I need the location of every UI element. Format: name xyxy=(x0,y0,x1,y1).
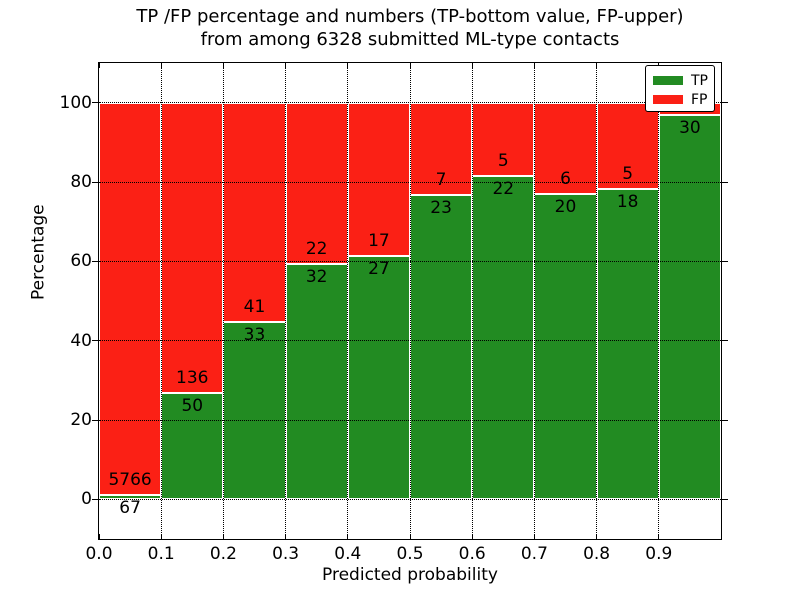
legend-label-tp: TP xyxy=(691,72,708,89)
fp-count-label-2: 41 xyxy=(243,297,266,318)
tp-count-label-9: 30 xyxy=(679,118,701,139)
bar-segment-fp-3 xyxy=(285,102,348,265)
xtick-bottom-0.3 xyxy=(285,534,287,539)
tp-count-label-6: 22 xyxy=(492,179,515,200)
ytick-right-60 xyxy=(722,260,728,262)
ytick-right-100 xyxy=(722,102,728,104)
bar-segment-fp-7 xyxy=(534,102,597,195)
tp-count-label-4: 27 xyxy=(368,258,390,279)
bar-segment-tp-9 xyxy=(658,115,721,500)
xtick-top-0.7 xyxy=(533,63,535,68)
plot-area: 5766 67 136 50 41 33 22 32 17 27 7 23 5 22 6 20 5 18 30 xyxy=(92,62,728,540)
bar-segment-tp-3 xyxy=(285,264,348,500)
legend-label-fp: FP xyxy=(691,91,708,108)
xtick-bottom-0.9 xyxy=(658,534,660,539)
bar-segment-fp-0 xyxy=(99,102,162,495)
fp-count-label-6: 5 xyxy=(497,151,509,172)
chart-title-line1: TP /FP percentage and numbers (TP-bottom… xyxy=(136,6,684,27)
xtick-bottom-0.2 xyxy=(222,534,224,539)
xtick-bottom-0.8 xyxy=(596,534,598,539)
bar-segment-fp-6 xyxy=(472,102,535,177)
bar-segment-tp-5 xyxy=(410,195,473,500)
legend: TP FP xyxy=(645,65,715,112)
fp-count-label-3: 22 xyxy=(305,239,328,260)
tp-count-label-3: 32 xyxy=(305,267,328,288)
tp-count-label-1: 50 xyxy=(181,395,204,416)
xtick-label-0.3: 0.3 xyxy=(272,544,300,564)
bar-segment-tp-7 xyxy=(534,194,597,500)
xtick-label-0.7: 0.7 xyxy=(520,544,548,564)
bar-segment-tp-6 xyxy=(472,176,535,500)
fp-count-label-8: 5 xyxy=(622,163,634,184)
fp-count-label-4: 17 xyxy=(368,230,390,251)
xtick-top-0.2 xyxy=(222,63,224,68)
xtick-bottom-0.1 xyxy=(160,534,162,539)
ytick-label-20: 20 xyxy=(70,410,92,430)
ytick-right-80 xyxy=(722,181,728,183)
tp-count-label-5: 23 xyxy=(430,198,452,219)
bar-segment-fp-8 xyxy=(596,102,659,189)
ytick-right-40 xyxy=(722,340,728,342)
bar-segment-tp-8 xyxy=(596,188,659,500)
xtick-bottom-0.5 xyxy=(409,534,411,539)
xtick-bottom-0.7 xyxy=(533,534,535,539)
fp-count-label-1: 136 xyxy=(176,367,209,388)
xtick-label-0.8: 0.8 xyxy=(583,544,611,564)
xtick-bottom-0.4 xyxy=(347,534,349,539)
xtick-label-0.2: 0.2 xyxy=(209,544,237,564)
ytick-left-60 xyxy=(92,260,98,262)
tp-count-label-2: 33 xyxy=(243,325,266,346)
xtick-top-0.4 xyxy=(347,63,349,68)
legend-swatch-fp xyxy=(653,95,683,104)
xtick-bottom-0.0 xyxy=(98,534,100,539)
bar-segment-tp-1 xyxy=(161,392,224,500)
xtick-label-0.1: 0.1 xyxy=(147,544,175,564)
bar-segment-fp-4 xyxy=(347,102,410,256)
ytick-left-40 xyxy=(92,340,98,342)
ytick-label-80: 80 xyxy=(70,172,92,192)
ytick-left-80 xyxy=(92,181,98,183)
chart-title: TP /FP percentage and numbers (TP-bottom… xyxy=(99,5,721,51)
bar-segment-fp-2 xyxy=(223,102,286,323)
xtick-label-0.4: 0.4 xyxy=(334,544,362,564)
xtick-top-0.5 xyxy=(409,63,411,68)
ytick-label-0: 0 xyxy=(81,489,92,510)
bar-segment-fp-1 xyxy=(161,102,224,393)
tp-count-label-7: 20 xyxy=(554,197,577,218)
ytick-label-40: 40 xyxy=(70,330,92,351)
ytick-label-60: 60 xyxy=(70,251,92,272)
ytick-right-0 xyxy=(722,498,728,500)
ytick-right-20 xyxy=(722,419,728,421)
xtick-bottom-0.6 xyxy=(471,534,473,539)
xtick-top-0.0 xyxy=(98,63,100,68)
xtick-label-0.0: 0.0 xyxy=(85,544,113,564)
fp-count-label-0: 5766 xyxy=(108,469,152,490)
xtick-top-0.3 xyxy=(285,63,287,68)
ytick-left-20 xyxy=(92,419,98,421)
ytick-left-0 xyxy=(92,498,98,500)
legend-entry-tp: TP xyxy=(646,71,714,90)
xtick-top-0.8 xyxy=(596,63,598,68)
xtick-label-0.9: 0.9 xyxy=(645,544,673,564)
fp-count-label-7: 6 xyxy=(560,169,571,190)
ytick-left-100 xyxy=(92,102,98,104)
bar-segment-tp-2 xyxy=(223,322,286,500)
fp-count-label-5: 7 xyxy=(435,170,447,191)
tp-count-label-0: 67 xyxy=(119,497,141,518)
tp-count-label-8: 18 xyxy=(616,191,639,212)
xtick-label-0.5: 0.5 xyxy=(396,544,424,564)
xtick-label-0.6: 0.6 xyxy=(458,544,486,564)
chart-title-line2: from among 6328 submitted ML-type contac… xyxy=(200,29,620,50)
ytick-label-100: 100 xyxy=(59,92,92,113)
bar-segment-fp-5 xyxy=(410,102,473,196)
x-axis-label: Predicted probability xyxy=(322,565,498,585)
xtick-top-0.1 xyxy=(160,63,162,68)
xtick-top-0.6 xyxy=(471,63,473,68)
legend-swatch-tp xyxy=(653,76,683,85)
legend-entry-fp: FP xyxy=(646,90,714,109)
bar-segment-tp-4 xyxy=(347,255,410,500)
